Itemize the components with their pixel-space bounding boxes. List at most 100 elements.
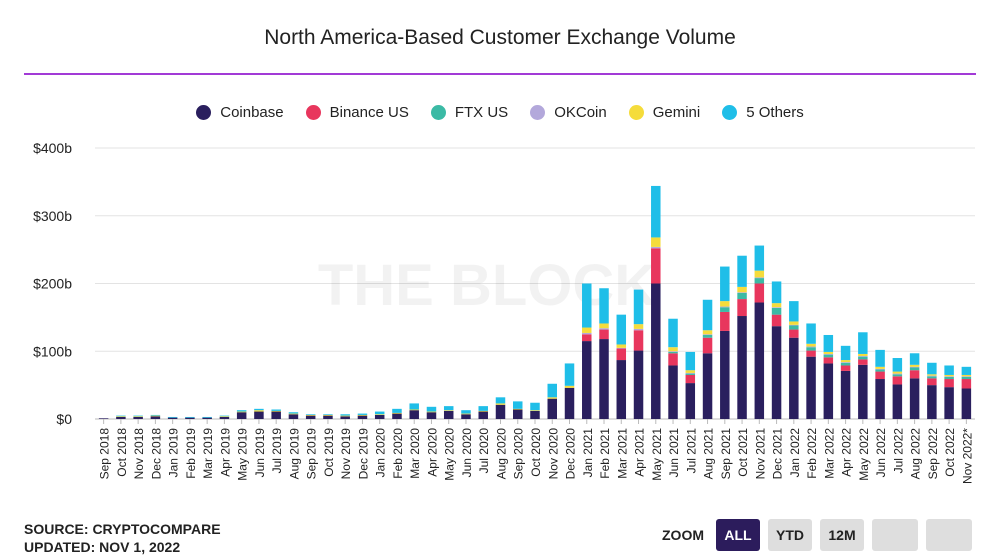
- bar-segment-ftx-us[interactable]: [668, 351, 678, 354]
- bar-segment-okcoin[interactable]: [582, 332, 592, 335]
- bar-segment-okcoin[interactable]: [702, 334, 713, 335]
- bar-segment-gemini[interactable]: [616, 344, 627, 348]
- bar-segment-gemini[interactable]: [305, 414, 316, 416]
- bar-segment-binance-us[interactable]: [633, 330, 644, 351]
- bar-segment-gemini[interactable]: [254, 410, 264, 412]
- bar-segment-coinbase[interactable]: [927, 385, 937, 420]
- bar-segment-ftx-us[interactable]: [840, 362, 851, 366]
- bar-segment-5-others[interactable]: [564, 363, 575, 386]
- bar-segment-okcoin[interactable]: [961, 376, 972, 377]
- bar-segment-okcoin[interactable]: [720, 306, 730, 308]
- bar-segment-5-others[interactable]: [754, 245, 765, 271]
- bar-segment-coinbase[interactable]: [461, 414, 471, 419]
- bar-segment-binance-us[interactable]: [789, 329, 799, 338]
- bar-segment-binance-us[interactable]: [858, 359, 868, 365]
- bar-segment-ftx-us[interactable]: [892, 374, 903, 377]
- bar-segment-okcoin[interactable]: [685, 372, 696, 374]
- bar-segment-5-others[interactable]: [720, 266, 730, 302]
- bar-segment-5-others[interactable]: [685, 351, 696, 371]
- bar-segment-gemini[interactable]: [409, 409, 419, 411]
- bar-segment-5-others[interactable]: [737, 255, 747, 287]
- bar-segment-ftx-us[interactable]: [961, 377, 972, 380]
- bar-segment-5-others[interactable]: [823, 334, 834, 352]
- bar-segment-okcoin[interactable]: [806, 346, 816, 348]
- bar-segment-coinbase[interactable]: [98, 418, 109, 419]
- bar-segment-coinbase[interactable]: [305, 415, 316, 419]
- bar-segment-gemini[interactable]: [737, 286, 747, 293]
- bar-segment-ftx-us[interactable]: [771, 307, 782, 315]
- bar-segment-coinbase[interactable]: [409, 410, 419, 419]
- bar-segment-coinbase[interactable]: [288, 414, 299, 419]
- bar-segment-5-others[interactable]: [668, 318, 678, 348]
- bar-segment-gemini[interactable]: [443, 410, 454, 411]
- bar-segment-gemini[interactable]: [530, 410, 540, 411]
- bar-segment-coinbase[interactable]: [392, 413, 402, 419]
- bar-segment-coinbase[interactable]: [340, 416, 350, 419]
- bar-segment-coinbase[interactable]: [582, 341, 592, 419]
- bar-segment-coinbase[interactable]: [513, 409, 523, 419]
- bar-segment-binance-us[interactable]: [927, 378, 937, 386]
- bar-segment-ftx-us[interactable]: [909, 367, 920, 371]
- bar-segment-5-others[interactable]: [323, 414, 333, 415]
- bar-segment-5-others[interactable]: [840, 345, 851, 361]
- zoom-12m-button[interactable]: 12M: [820, 519, 864, 551]
- bar-segment-binance-us[interactable]: [840, 365, 851, 371]
- bar-segment-coinbase[interactable]: [961, 388, 972, 419]
- bar-segment-binance-us[interactable]: [806, 350, 816, 357]
- bar-segment-coinbase[interactable]: [219, 416, 230, 419]
- bar-segment-binance-us[interactable]: [651, 248, 661, 284]
- bar-segment-gemini[interactable]: [513, 408, 523, 410]
- bar-segment-coinbase[interactable]: [823, 363, 834, 419]
- bar-segment-ftx-us[interactable]: [823, 354, 834, 358]
- bar-segment-okcoin[interactable]: [944, 376, 954, 377]
- bar-segment-binance-us[interactable]: [582, 334, 592, 342]
- legend-item-okcoin[interactable]: OKCoin: [530, 104, 607, 121]
- bar-segment-gemini[interactable]: [219, 416, 230, 417]
- bar-segment-5-others[interactable]: [426, 406, 437, 412]
- bar-segment-coinbase[interactable]: [720, 330, 730, 419]
- bar-segment-coinbase[interactable]: [271, 411, 281, 419]
- bar-segment-gemini[interactable]: [495, 403, 506, 405]
- bar-segment-coinbase[interactable]: [771, 326, 782, 419]
- bar-segment-okcoin[interactable]: [771, 307, 782, 308]
- bar-segment-okcoin[interactable]: [599, 328, 609, 330]
- bar-segment-5-others[interactable]: [616, 314, 627, 345]
- legend-item-gemini[interactable]: Gemini: [628, 104, 700, 121]
- bar-segment-coinbase[interactable]: [547, 398, 557, 419]
- bar-segment-coinbase[interactable]: [599, 339, 609, 419]
- bar-segment-5-others[interactable]: [927, 362, 937, 375]
- bar-segment-coinbase[interactable]: [858, 364, 868, 419]
- bar-segment-binance-us[interactable]: [909, 370, 920, 379]
- bar-segment-okcoin[interactable]: [651, 246, 661, 249]
- bar-segment-5-others[interactable]: [374, 411, 385, 415]
- bar-segment-ftx-us[interactable]: [944, 377, 954, 380]
- bar-segment-coinbase[interactable]: [840, 370, 851, 419]
- bar-segment-5-others[interactable]: [185, 416, 195, 418]
- bar-segment-coinbase[interactable]: [323, 415, 333, 419]
- bar-segment-gemini[interactable]: [927, 374, 937, 376]
- bar-segment-coinbase[interactable]: [685, 383, 696, 419]
- bar-segment-5-others[interactable]: [789, 301, 799, 322]
- bar-segment-coinbase[interactable]: [737, 316, 747, 419]
- legend-item-coinbase[interactable]: Coinbase: [196, 104, 284, 121]
- bar-segment-ftx-us[interactable]: [789, 325, 799, 330]
- bar-segment-gemini[interactable]: [806, 343, 816, 347]
- bar-segment-gemini[interactable]: [720, 301, 730, 307]
- bar-segment-gemini[interactable]: [564, 385, 575, 388]
- bar-segment-ftx-us[interactable]: [806, 347, 816, 351]
- bar-segment-5-others[interactable]: [392, 408, 402, 413]
- bar-segment-coinbase[interactable]: [754, 302, 765, 419]
- bar-segment-binance-us[interactable]: [961, 379, 972, 389]
- bar-segment-coinbase[interactable]: [426, 412, 437, 419]
- bar-segment-okcoin[interactable]: [789, 324, 799, 326]
- bar-segment-5-others[interactable]: [219, 415, 230, 417]
- bar-segment-gemini[interactable]: [909, 364, 920, 367]
- bar-segment-okcoin[interactable]: [858, 355, 868, 357]
- bar-segment-5-others[interactable]: [582, 283, 592, 328]
- bar-segment-5-others[interactable]: [909, 353, 920, 365]
- bar-segment-gemini[interactable]: [582, 327, 592, 333]
- bar-segment-5-others[interactable]: [461, 410, 471, 414]
- bar-segment-gemini[interactable]: [133, 416, 143, 417]
- bar-segment-5-others[interactable]: [150, 414, 161, 416]
- bar-segment-binance-us[interactable]: [616, 348, 627, 361]
